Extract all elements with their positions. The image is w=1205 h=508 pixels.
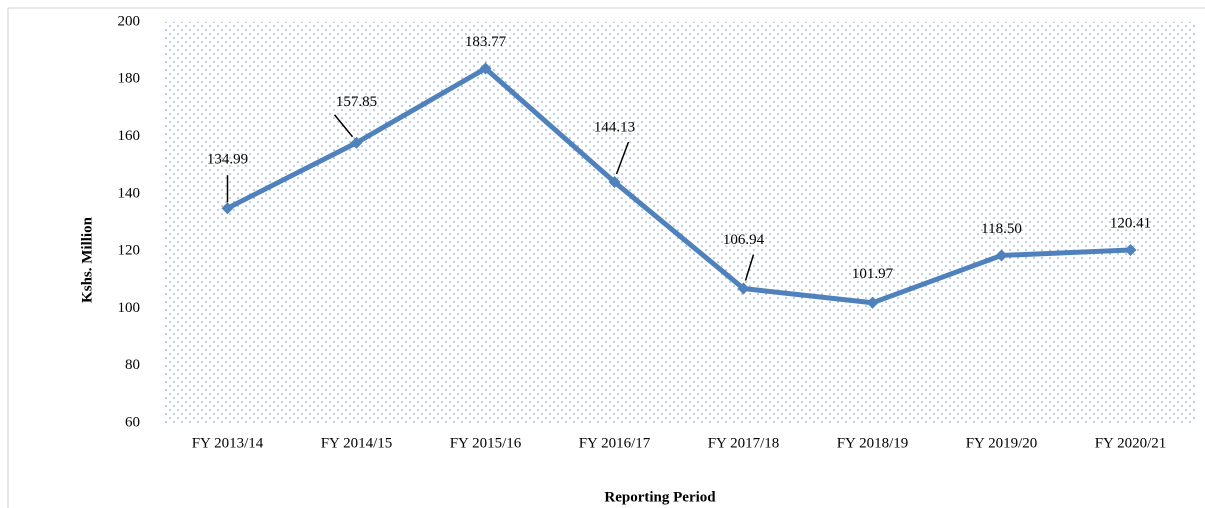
leader-line — [615, 141, 630, 175]
y-tick-label: 60 — [125, 414, 140, 430]
leader-line — [744, 254, 755, 281]
point-marker — [479, 62, 492, 75]
y-tick-label: 180 — [118, 71, 141, 87]
point-marker — [995, 249, 1008, 262]
y-axis-title: Kshs. Million — [79, 216, 95, 303]
data-label: 106.94 — [723, 232, 765, 248]
point-marker — [221, 202, 234, 215]
y-tick-label: 160 — [118, 128, 141, 144]
x-tick-label: FY 2014/15 — [321, 435, 393, 451]
x-tick-label: FY 2018/19 — [837, 435, 909, 451]
y-tick-label: 80 — [125, 357, 140, 373]
y-tick-label: 120 — [118, 243, 141, 259]
data-label: 134.99 — [207, 152, 248, 168]
series-line — [226, 65, 1131, 306]
data-label: 120.41 — [1110, 215, 1151, 231]
x-axis-title: Reporting Period — [604, 489, 716, 505]
x-tick-label: FY 2020/21 — [1095, 435, 1167, 451]
data-label: 183.77 — [465, 34, 507, 50]
data-label: 118.50 — [981, 221, 1022, 237]
point-marker — [737, 282, 750, 295]
x-tick-label: FY 2016/17 — [579, 435, 651, 451]
data-label: 144.13 — [594, 119, 635, 135]
y-tick-label: 140 — [118, 185, 141, 201]
point-marker — [1124, 243, 1137, 256]
y-tick-label: 200 — [118, 13, 141, 29]
data-label: 157.85 — [336, 94, 377, 110]
plot-area — [163, 22, 1195, 423]
point-marker — [866, 296, 879, 309]
leader-line — [333, 114, 354, 138]
y-tick-label: 100 — [118, 300, 141, 316]
data-label: 101.97 — [852, 266, 894, 282]
point-marker — [350, 136, 363, 149]
point-marker — [608, 176, 621, 189]
x-tick-label: FY 2015/16 — [450, 435, 522, 451]
x-tick-label: FY 2017/18 — [708, 435, 780, 451]
x-tick-label: FY 2013/14 — [192, 435, 264, 451]
x-tick-label: FY 2019/20 — [966, 435, 1038, 451]
